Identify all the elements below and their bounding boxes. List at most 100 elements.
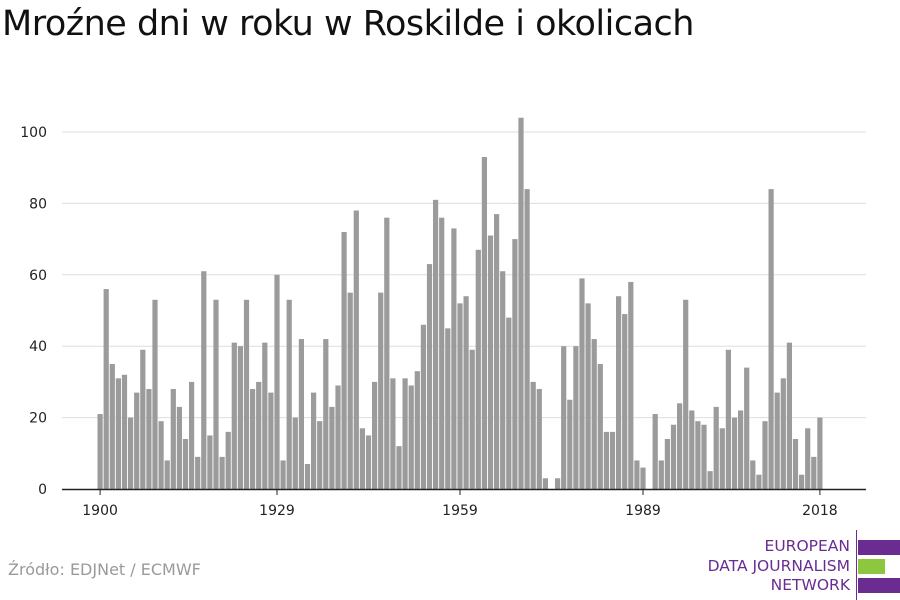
bar-1903	[115, 378, 121, 489]
y-tick-label: 80	[29, 196, 47, 212]
bar-1995	[677, 403, 683, 489]
bar-1926	[256, 381, 262, 489]
bar-1911	[164, 460, 170, 489]
bar-1908	[146, 389, 152, 489]
bar-1935	[311, 392, 317, 489]
bar-1944	[365, 435, 372, 489]
bar-1991	[652, 414, 658, 489]
bar-1925	[250, 389, 256, 489]
bar-1929	[274, 274, 280, 489]
bar-2011	[774, 392, 780, 489]
bar-1947	[384, 217, 390, 489]
bar-1989	[640, 467, 646, 489]
bar-1901	[103, 289, 109, 489]
edjnet-logo[interactable]: EUROPEAN DATA JOURNALISM NETWORK	[700, 528, 900, 600]
bar-1978	[573, 346, 579, 489]
bar-2013	[786, 342, 792, 489]
bar-2006	[744, 367, 750, 489]
bar-1945	[372, 381, 378, 489]
bar-1900	[97, 414, 103, 489]
y-tick-label: 100	[20, 125, 47, 141]
logo-bar-bottom	[858, 578, 900, 593]
bar-2002	[719, 428, 725, 489]
bar-1904	[121, 374, 128, 489]
bar-1946	[378, 292, 384, 489]
chart-title: Mroźne dni w roku w Roskilde i okolicach	[2, 4, 694, 44]
bar-1988	[634, 460, 640, 489]
bars	[97, 117, 823, 490]
bar-1971	[530, 381, 536, 489]
bar-1993	[664, 439, 670, 489]
bar-2007	[750, 460, 756, 489]
bar-1966	[500, 271, 506, 489]
bar-1919	[213, 299, 219, 489]
bar-1934	[304, 464, 311, 489]
bar-1980	[585, 303, 591, 489]
logo-text: EUROPEAN DATA JOURNALISM NETWORK	[708, 537, 850, 596]
bar-2009	[762, 421, 768, 489]
bar-1920	[219, 456, 225, 489]
bar-1960	[463, 296, 469, 489]
bar-1954	[426, 264, 433, 489]
bar-2005	[738, 410, 744, 489]
source-note: Źródło: EDJNet / ECMWF	[8, 560, 201, 579]
logo-line-3: NETWORK	[770, 576, 850, 594]
bar-1938	[329, 406, 335, 489]
bar-1996	[683, 299, 689, 489]
bar-1976	[561, 346, 567, 489]
bar-1907	[140, 349, 146, 489]
y-tick-label: 20	[29, 411, 47, 427]
bar-2000	[707, 471, 713, 489]
bar-1948	[390, 378, 396, 489]
bar-1955	[433, 199, 439, 489]
bar-1969	[518, 117, 524, 489]
bar-1965	[494, 214, 500, 490]
bar-1939	[335, 385, 341, 489]
bar-1937	[323, 339, 329, 489]
bar-1951	[408, 385, 414, 489]
bar-1915	[189, 381, 195, 489]
bar-1959	[457, 303, 463, 489]
x-tick-label: 1989	[625, 503, 661, 519]
bar-1968	[512, 239, 518, 489]
bar-1942	[353, 210, 359, 490]
bar-1943	[359, 428, 365, 489]
logo-line-1: EUROPEAN	[764, 537, 850, 555]
bar-1957	[445, 328, 451, 489]
y-tick-label: 60	[29, 268, 47, 284]
bar-1936	[317, 421, 323, 489]
bar-1984	[609, 431, 616, 489]
bar-1950	[402, 378, 408, 489]
bar-1983	[603, 431, 609, 489]
bar-1928	[268, 392, 274, 489]
bar-1961	[469, 349, 475, 489]
y-axis-ticks: 0 20 40 60 80 100	[20, 125, 47, 498]
bar-1963	[481, 156, 487, 490]
bar-2017	[811, 456, 817, 489]
x-tick-label: 1929	[259, 503, 295, 519]
bar-2015	[799, 474, 805, 489]
bar-1958	[451, 228, 457, 489]
logo-line-2: DATA JOURNALISM	[707, 556, 850, 575]
bar-1998	[695, 421, 701, 489]
x-tick-label: 1900	[82, 503, 118, 519]
bar-1924	[243, 299, 250, 489]
bar-1949	[396, 446, 402, 489]
bar-1910	[158, 421, 164, 489]
bar-1931	[286, 299, 292, 489]
bar-2001	[713, 406, 719, 489]
bar-1973	[542, 478, 548, 489]
bar-1992	[658, 460, 664, 489]
bar-1970	[524, 189, 530, 489]
bar-1902	[109, 364, 115, 489]
bar-1982	[597, 364, 603, 489]
bar-chart: 0 20 40 60 80 100 1900 1929 1959 1989 2018	[20, 117, 866, 519]
bar-1975	[555, 478, 561, 489]
bar-1953	[420, 324, 426, 489]
bar-1932	[292, 417, 298, 489]
bar-1923	[237, 346, 243, 489]
bar-1941	[347, 292, 353, 489]
bar-1913	[176, 406, 182, 489]
bar-2018	[817, 417, 823, 489]
bar-1940	[341, 231, 347, 489]
